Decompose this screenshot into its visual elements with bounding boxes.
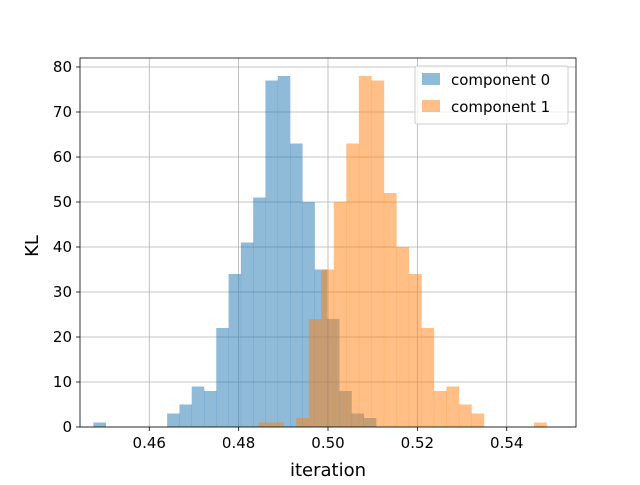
- bar-series-1-bin-22: [533, 422, 547, 427]
- bar-series-0-bin-15: [277, 76, 291, 427]
- y-tick-label-6: 60: [53, 148, 72, 166]
- x-tick-label-1: 0.48: [222, 434, 255, 452]
- bars-layer: [93, 76, 547, 427]
- bar-series-1-bin-12: [408, 274, 422, 427]
- bar-series-0-bin-14: [265, 80, 279, 427]
- bar-series-0-bin-16: [290, 143, 303, 427]
- y-tick-label-3: 30: [53, 283, 72, 301]
- legend-label-component-0: component 0: [451, 71, 550, 89]
- series-component-1: [258, 76, 547, 427]
- y-tick-label-2: 20: [53, 328, 72, 346]
- x-tick-label-0: 0.46: [133, 434, 166, 452]
- bar-series-1-bin-16: [458, 404, 472, 427]
- bar-series-1-bin-7: [346, 143, 360, 427]
- y-tick-label-7: 70: [53, 103, 72, 121]
- x-tick-label-3: 0.52: [401, 434, 434, 452]
- bar-series-1-bin-8: [358, 76, 372, 427]
- bar-series-0-bin-7: [179, 404, 193, 427]
- bar-series-0-bin-12: [240, 242, 254, 427]
- bar-series-0-bin-8: [191, 386, 205, 427]
- legend: component 0 component 1: [414, 65, 569, 125]
- bar-series-1-bin-17: [471, 413, 485, 427]
- legend-swatch-component-1: [422, 100, 440, 112]
- bar-series-0-bin-11: [228, 274, 242, 427]
- bar-series-1-bin-0: [258, 422, 272, 427]
- legend-swatch-component-0: [422, 73, 440, 85]
- y-tick-label-4: 40: [53, 238, 72, 256]
- y-axis-label: KL: [22, 235, 43, 257]
- bar-series-1-bin-4: [308, 319, 322, 427]
- bar-series-1-bin-6: [333, 202, 347, 427]
- bar-series-0-bin-6: [167, 413, 180, 427]
- bar-series-0-bin-9: [204, 391, 217, 427]
- bar-series-1-bin-13: [421, 328, 435, 427]
- bar-series-1-bin-3: [296, 418, 310, 427]
- y-tick-label-8: 80: [53, 58, 72, 76]
- axes-layer: 0.46 0.48 0.50 0.52 0.54 0 10 20 30 40 50 60 70 80: [53, 57, 577, 452]
- bar-series-1-bin-5: [321, 269, 335, 427]
- bar-series-1-bin-15: [446, 386, 460, 427]
- x-tick-label-2: 0.50: [311, 434, 344, 452]
- bar-series-1-bin-10: [383, 193, 397, 427]
- bar-series-1-bin-14: [433, 391, 447, 427]
- y-tick-label-1: 10: [53, 373, 72, 391]
- y-tick-label-0: 0: [62, 418, 72, 436]
- x-tick-label-4: 0.54: [490, 434, 523, 452]
- bar-series-1-bin-9: [371, 80, 385, 427]
- legend-label-component-1: component 1: [451, 98, 550, 116]
- y-tick-label-5: 50: [53, 193, 72, 211]
- bar-series-0-bin-13: [253, 197, 266, 427]
- bar-series-0-bin-0: [93, 422, 106, 427]
- bar-series-1-bin-11: [396, 247, 410, 427]
- x-axis-label: iteration: [290, 460, 366, 480]
- bar-series-1-bin-1: [271, 422, 285, 427]
- legend-frame: [414, 65, 569, 125]
- bar-series-0-bin-10: [216, 328, 229, 427]
